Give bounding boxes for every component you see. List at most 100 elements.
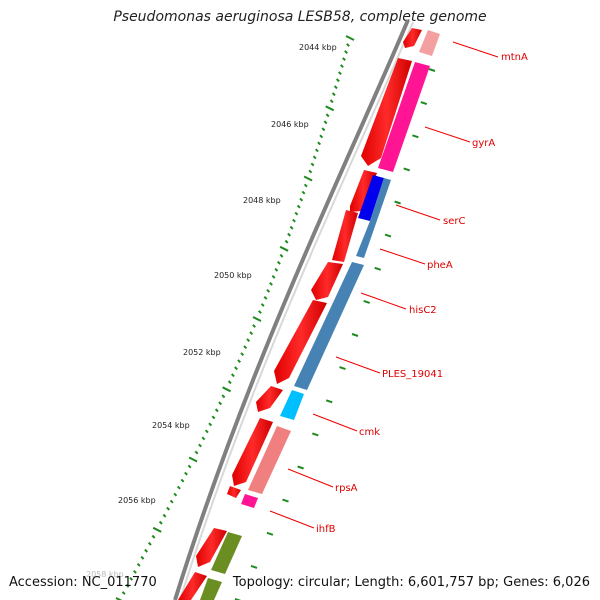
inner-tick [250,564,258,569]
scale-label-2050: 2050 kbp [214,271,252,280]
cds-arrow-PLES_19041[interactable] [274,300,327,384]
minor-tick [299,197,304,202]
inner-tick [297,465,304,470]
minor-tick [147,541,152,546]
cds-arrow-gyrA[interactable] [361,58,412,166]
scale-labels: 2044 kbp 2046 kbp 2048 kbp 2050 kbp 2052… [86,43,337,579]
cds-arrow-pheA[interactable] [332,210,358,262]
minor-tick [201,436,206,441]
minor-tick [323,120,328,125]
minor-tick [166,506,171,511]
minor-tick [292,218,296,223]
gene-label-hisC2[interactable]: hisC2 [409,305,437,316]
gene-label-mtnA[interactable]: mtnA [501,52,528,63]
inner-tick [311,432,319,437]
scale-label-2054: 2054 kbp [152,421,190,430]
cds-arrow-rpsA[interactable] [232,418,273,486]
cds-arrow-serC[interactable] [350,170,377,212]
inner-tick [428,68,436,72]
minor-tick [279,253,284,258]
cds-arrow-unnamed-1[interactable] [196,528,227,567]
minor-tick [158,520,163,525]
minor-tick [344,50,348,54]
minor-tick [227,380,232,385]
gene-label-serC[interactable]: serC [443,216,465,227]
minor-tick [221,394,226,399]
major-ticks [115,35,355,600]
minor-tick [208,422,213,427]
minor-tick [337,71,342,76]
gene-label-gyrA[interactable]: gyrA [472,138,495,149]
major-tick [115,597,123,600]
minor-tick [237,359,242,364]
genome-backbone-highlight [179,21,414,600]
gene-label-cmk[interactable]: cmk [359,427,380,438]
topology-text: Topology: circular; Length: 6,601,757 bp… [232,575,590,590]
gene-bar-pheA[interactable] [356,178,391,258]
minor-tick [260,303,265,307]
major-tick [188,456,198,463]
minor-tick [331,92,336,97]
cds-arrow-mtnA[interactable] [403,28,422,48]
minor-tick [132,569,137,574]
gene-bar-rpsA[interactable] [248,426,291,494]
minor-tick [308,169,313,174]
gene-bar-mtnA[interactable] [419,30,440,56]
cds-arrow-ihfB[interactable] [227,486,241,498]
minor-tick [325,113,330,118]
inner-tick [234,598,242,600]
gene-bar-unnamed-2[interactable] [200,578,222,600]
inner-tick [282,498,289,503]
inner-tick [266,531,274,536]
cds-arrow-hisC2[interactable] [311,262,343,300]
minor-tick [257,310,262,314]
gene-bar-ihfB[interactable] [241,494,258,508]
inner-tick [420,101,428,106]
inner-tick [394,200,401,205]
scale-label-2052: 2052 kbp [183,348,221,357]
minor-tick [180,478,185,483]
minor-tick [269,281,273,286]
minor-tick [136,562,141,567]
scale-label-2048: 2048 kbp [243,196,281,205]
minor-tick [234,366,238,371]
inner-tick [339,366,346,371]
gene-label-ihfB[interactable]: ihfB [316,524,336,535]
major-tick [303,175,313,182]
gene-bar-unnamed-1[interactable] [211,532,242,574]
minor-tick [240,352,245,357]
minor-tick [184,471,188,476]
minor-tick [303,183,308,188]
minor-tick [266,288,271,293]
accession-text: Accession: NC_011770 [9,575,157,590]
cds-arrow-cmk[interactable] [256,386,283,412]
gene-bar-gyrA[interactable] [378,62,430,172]
minor-tick [346,43,350,47]
major-tick [325,105,335,112]
minor-tick [169,499,174,504]
inner-tick [374,266,382,271]
minor-tick [194,450,199,455]
gene-label-rpsA[interactable]: rpsA [335,483,358,494]
major-tick [252,316,262,322]
minor-tick [284,239,289,244]
scale-label-2056: 2056 kbp [118,496,156,505]
minor-tick [329,99,334,104]
minor-tick [342,57,346,62]
inner-tick [403,167,411,172]
major-tick [222,386,232,393]
minor-tick [301,190,306,195]
minor-tick [317,141,322,146]
gene-bar-serC[interactable] [358,175,384,221]
minor-tick [276,260,281,265]
gene-labels: mtnA gyrA serC pheA hisC2 PLES_19041 cmk… [316,52,528,535]
gene-label-PLES_19041[interactable]: PLES_19041 [382,369,443,380]
inner-tick [351,333,359,337]
gene-bar-hisC2[interactable] [294,262,364,390]
gene-bar-cmk[interactable] [280,390,304,420]
cds-arrow-unnamed-2[interactable] [178,572,207,600]
minor-tick [274,267,279,272]
gene-label-pheA[interactable]: pheA [427,260,453,271]
major-tick [345,35,355,41]
